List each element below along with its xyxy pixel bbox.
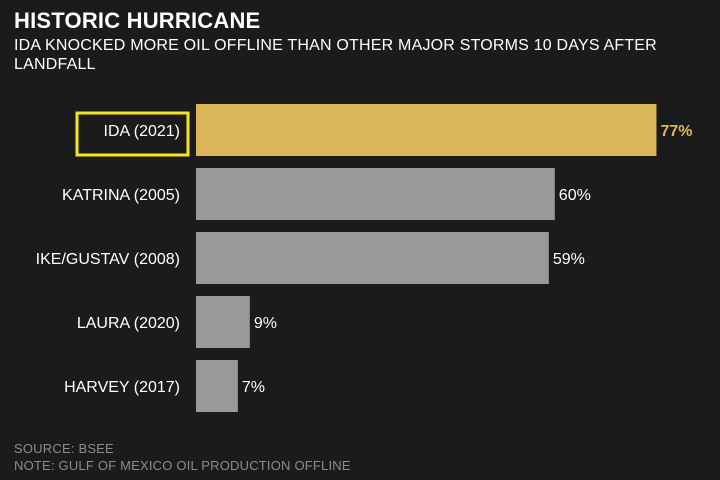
bar (196, 360, 238, 412)
value-label: 9% (254, 315, 277, 332)
bar (196, 104, 657, 156)
highlight-box (75, 111, 190, 157)
category-label: KATRINA (2005) (62, 187, 180, 204)
value-label: 59% (553, 251, 585, 268)
chart-subtitle: IDA KNOCKED MORE OIL OFFLINE THAN OTHER … (14, 37, 657, 73)
chart-footer: SOURCE: BSEE NOTE: GULF OF MEXICO OIL PR… (14, 440, 351, 474)
category-label: IDA (2021) (104, 123, 180, 140)
bar-chart-group: IDA (2021) 77% KATRINA (2005) 60% IKE/GUSTAV… (36, 104, 692, 412)
value-label: 60% (559, 187, 591, 204)
category-label: IKE/GUSTAV (2008) (36, 251, 180, 268)
bar (196, 296, 250, 348)
category-label: HARVEY (2017) (64, 379, 180, 396)
bar (196, 168, 555, 220)
bar (196, 232, 549, 284)
value-label: 7% (242, 379, 265, 396)
source-note: SOURCE: BSEE (14, 441, 114, 456)
value-label: 77% (660, 123, 692, 140)
category-label: LAURA (2020) (77, 315, 180, 332)
footnote: NOTE: GULF OF MEXICO OIL PRODUCTION OFFL… (14, 458, 351, 473)
chart-title: HISTORIC HURRICANE (14, 8, 261, 33)
